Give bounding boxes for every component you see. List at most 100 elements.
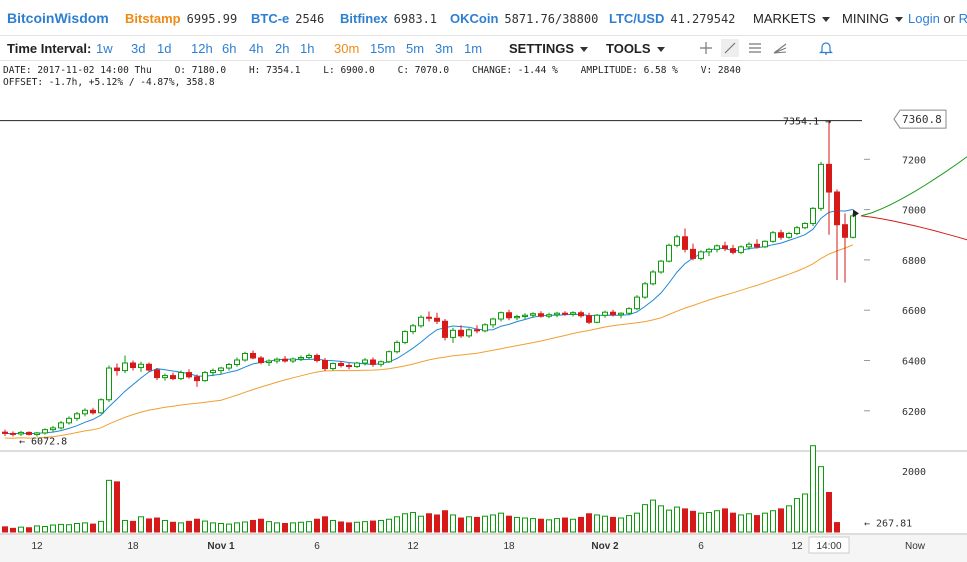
volume-bar (810, 445, 816, 533)
volume-bar (266, 521, 272, 533)
exchange-ticker-okcoin[interactable]: OKCoin 5871.76/38800 (450, 11, 598, 26)
interval-1d[interactable]: 1d (157, 41, 172, 56)
interval-1h[interactable]: 1h (300, 41, 315, 56)
settings-menu[interactable]: SETTINGS (509, 41, 589, 56)
volume-bar (74, 522, 80, 533)
candle-body (34, 432, 40, 435)
candle-body (250, 352, 256, 359)
brand-logo[interactable]: BitcoinWisdom (7, 10, 109, 26)
exchange-ticker-ltcusd[interactable]: LTC/USD 41.279542 (609, 11, 735, 26)
volume-bar (778, 508, 784, 533)
volume-bar (714, 510, 720, 533)
price-axis-label: 6400 (902, 357, 926, 368)
candle-body (434, 317, 440, 322)
volume-bar (178, 522, 184, 533)
candle-body (186, 372, 192, 378)
candle-body (466, 329, 472, 337)
markets-menu[interactable]: MARKETS (753, 11, 830, 26)
crosshair-icon[interactable] (697, 39, 715, 57)
interval-1w[interactable]: 1w (96, 41, 113, 56)
candle-body (66, 417, 72, 424)
volume-bar (834, 522, 840, 533)
tools-menu[interactable]: TOOLS (606, 41, 665, 56)
interval-1m[interactable]: 1m (464, 41, 483, 56)
volume-bar (82, 522, 88, 533)
volume-bar (258, 518, 264, 533)
volume-bar (106, 479, 112, 533)
candle-body (770, 232, 776, 242)
tools-menu-label: TOOLS (606, 41, 651, 56)
alarm-bell-icon[interactable] (817, 39, 835, 57)
interval-15m[interactable]: 15m (370, 41, 396, 56)
volume-bar (50, 524, 56, 533)
volume-axis-label: 2000 (902, 467, 926, 478)
exchange-price: 6995.99 (186, 12, 238, 26)
volume-bar (186, 520, 192, 533)
candle-body (10, 432, 16, 435)
volume-bar (450, 514, 456, 533)
volume-bar (234, 522, 240, 533)
volume-bar (490, 514, 496, 533)
volume-bar (426, 513, 432, 533)
interval-12h[interactable]: 12h (191, 41, 213, 56)
interval-5m[interactable]: 5m (406, 41, 425, 56)
candle-body (474, 329, 480, 332)
register-link[interactable]: Re (959, 11, 967, 26)
candle-body (538, 313, 544, 317)
candle-body (842, 224, 848, 238)
candle-body (546, 314, 552, 317)
volume-bar (98, 520, 104, 533)
login-link[interactable]: Login (908, 11, 940, 26)
line-draw-icon[interactable] (721, 39, 739, 57)
exchange-ticker-bitstamp[interactable]: Bitstamp 6995.99 (125, 11, 237, 26)
candle-body (370, 359, 376, 365)
fan-icon[interactable] (771, 39, 789, 57)
exchange-name: BTC-e (251, 11, 290, 26)
chevron-down-icon (894, 17, 903, 23)
candle-body (74, 413, 80, 419)
depth-asks-line (860, 156, 967, 217)
volume-bar (194, 518, 200, 533)
mining-menu-label: MINING (842, 11, 889, 26)
candle-body (746, 243, 752, 248)
volume-bar (34, 525, 40, 533)
candle-body (850, 215, 856, 238)
interval-3d[interactable]: 3d (131, 41, 146, 56)
volume-bar (682, 508, 688, 533)
volume-bar (738, 514, 744, 533)
interval-3m[interactable]: 3m (435, 41, 454, 56)
candle-body (290, 358, 296, 362)
interval-30m[interactable]: 30m (334, 41, 360, 56)
volume-bar (498, 512, 504, 533)
volume-bar (170, 521, 176, 533)
candle-body (42, 429, 48, 434)
candle-body (114, 367, 120, 372)
candle-body (178, 372, 184, 380)
candle-body (666, 244, 672, 262)
volume-bar (754, 515, 760, 533)
candle-body (482, 324, 488, 332)
candle-body (274, 358, 280, 362)
volume-bar (314, 518, 320, 533)
x-axis-cursor-box (808, 536, 850, 554)
low-marker-label: ← 6072.8 (19, 436, 67, 447)
mining-menu[interactable]: MINING (842, 11, 903, 26)
candle-body (658, 260, 664, 273)
exchange-ticker-bitfinex[interactable]: Bitfinex 6983.1 (340, 11, 437, 26)
volume-bar (138, 516, 144, 533)
volume-bar (626, 515, 632, 533)
interval-4h[interactable]: 4h (249, 41, 264, 56)
volume-bar (218, 522, 224, 533)
exchange-ticker-btce[interactable]: BTC-e 2546 (251, 11, 324, 26)
candle-body (450, 329, 456, 338)
candle-body (794, 227, 800, 235)
volume-bar (282, 522, 288, 533)
volume-bar (338, 521, 344, 533)
current-price-arrow (853, 209, 859, 218)
volume-bar (666, 509, 672, 533)
parallel-lines-icon[interactable] (746, 39, 764, 57)
volume-bar (594, 514, 600, 533)
interval-2h[interactable]: 2h (275, 41, 290, 56)
candlestick-chart[interactable]: 6200 6400 6600 6800 7000 7200 2000 7354.1 → ← 60… (0, 96, 967, 562)
interval-6h[interactable]: 6h (222, 41, 237, 56)
